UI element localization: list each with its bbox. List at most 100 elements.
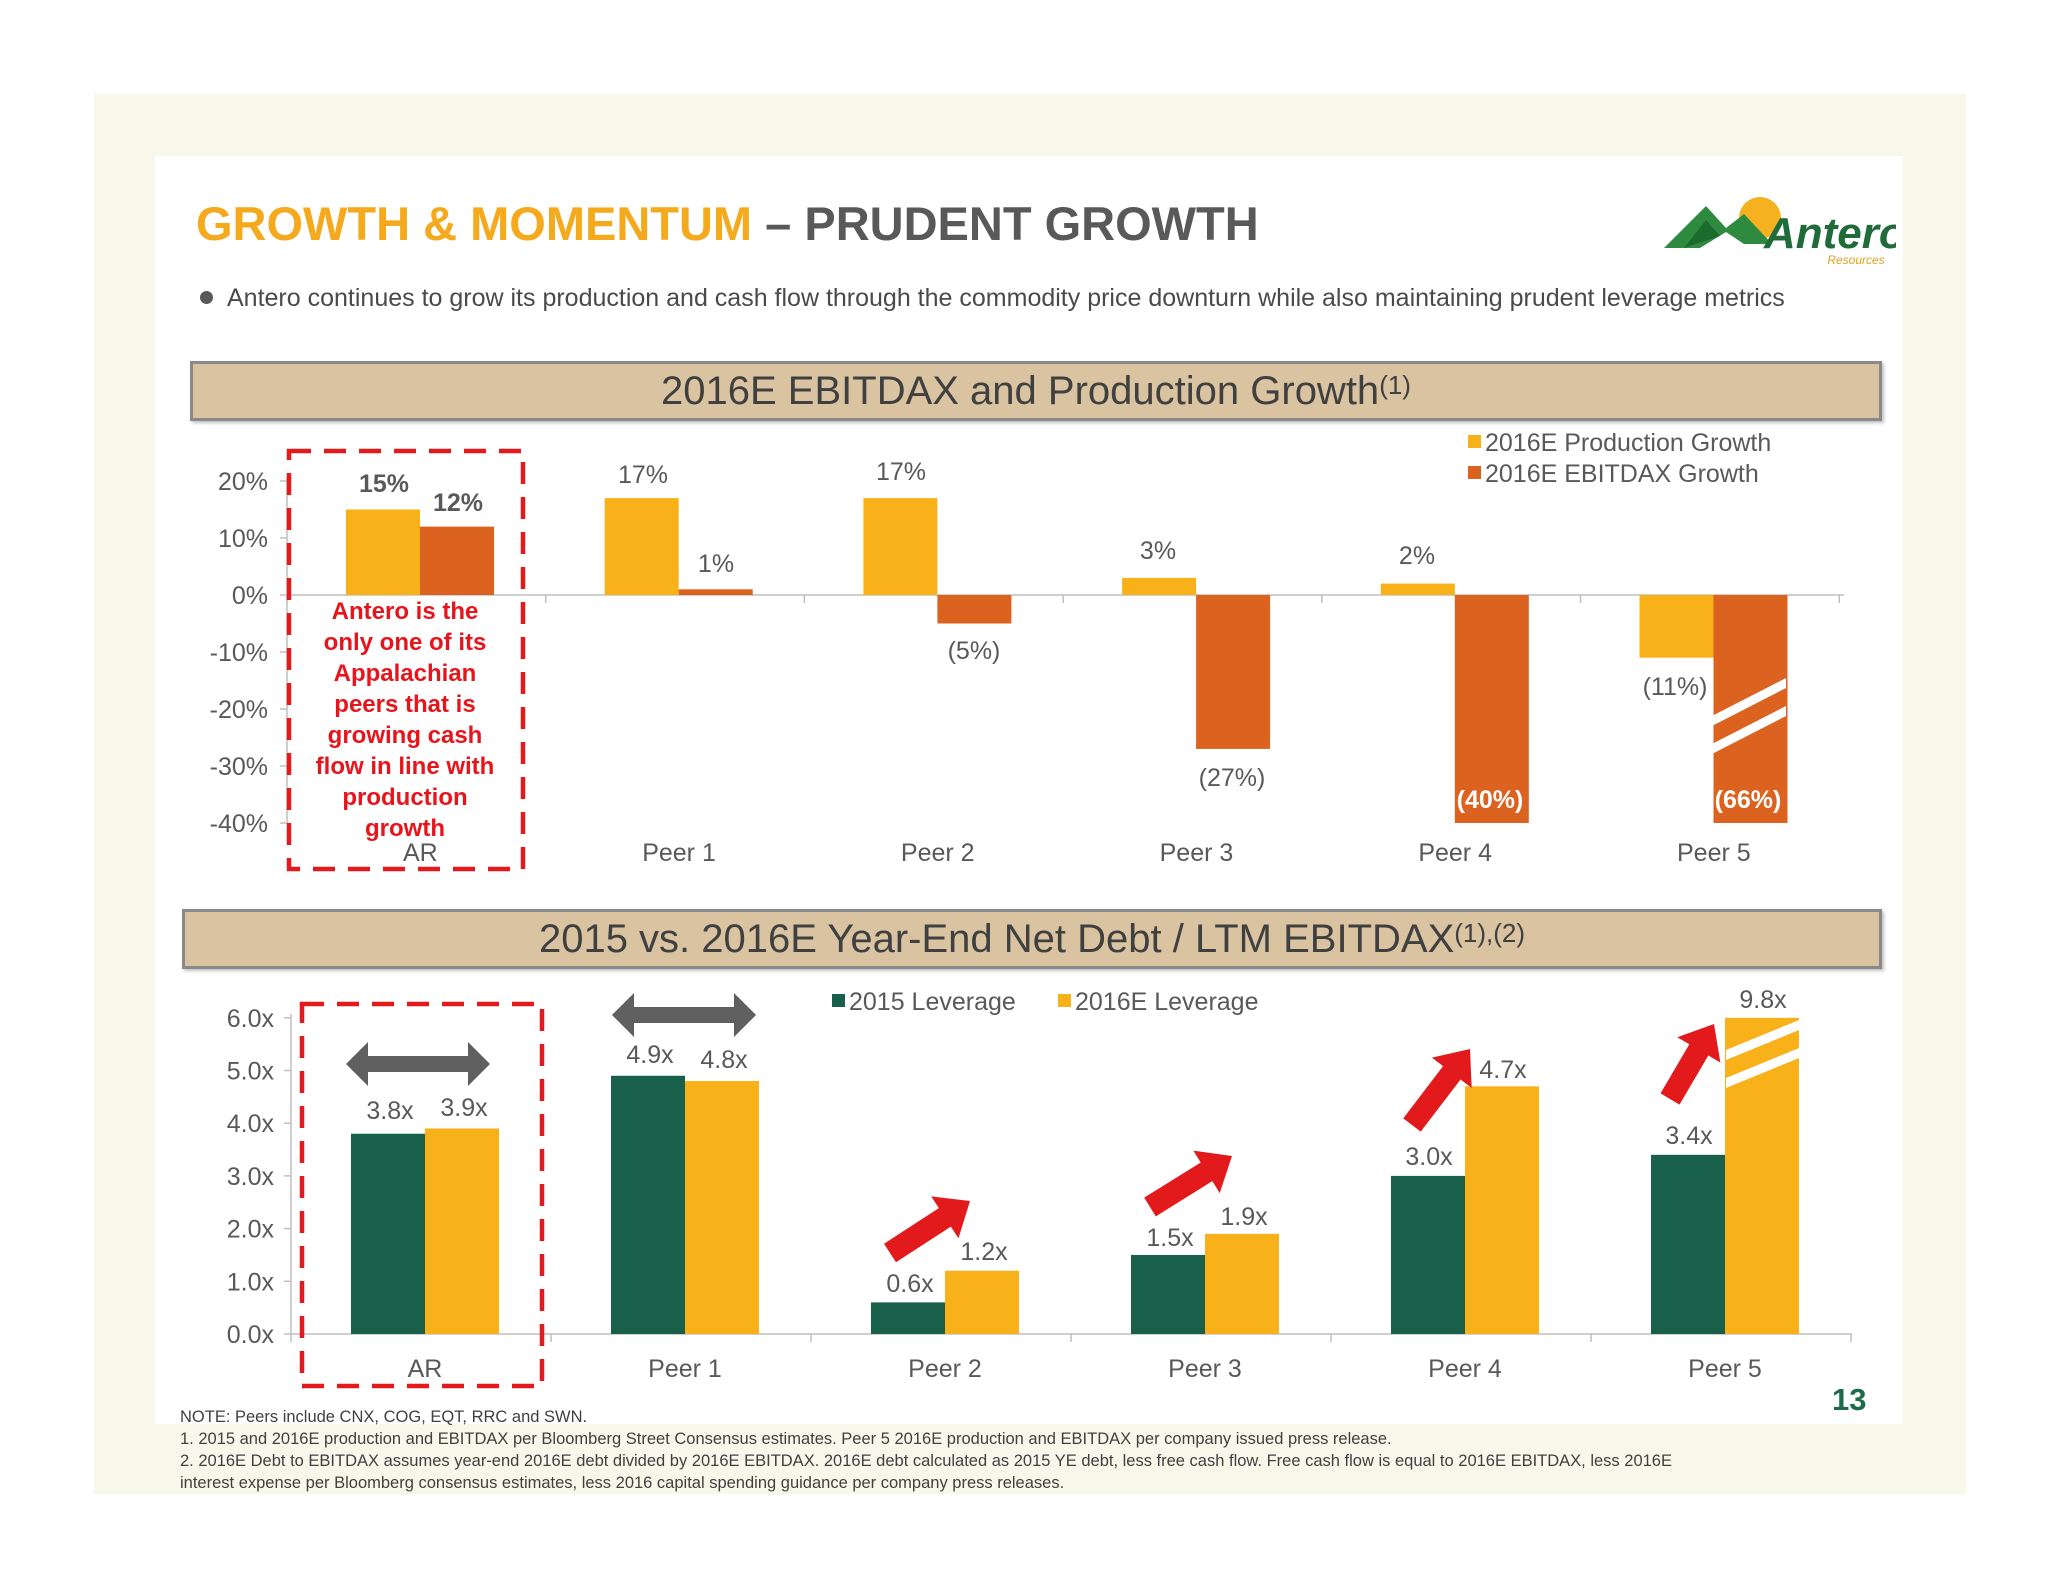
chart1-category-label: Peer 1 bbox=[642, 839, 716, 867]
rising-arrow-icon bbox=[884, 1196, 970, 1263]
chart2-legend-swatch-2015 bbox=[832, 994, 845, 1007]
chart2-category-label: Peer 5 bbox=[1688, 1355, 1762, 1383]
chart1-highlight-box bbox=[286, 448, 526, 872]
chart1-category-label: Peer 4 bbox=[1418, 839, 1492, 867]
chart1-bar-production bbox=[1380, 583, 1455, 595]
antero-logo: Antero Resources bbox=[1660, 184, 1906, 270]
chart2-data-label-2015: 4.9x bbox=[626, 1041, 674, 1069]
chart1-category-label: Peer 2 bbox=[901, 839, 975, 867]
flat-arrow-icon bbox=[346, 1042, 490, 1086]
chart2-category-label: Peer 3 bbox=[1168, 1355, 1242, 1383]
header1-text: 2016E EBITDAX and Production Growth bbox=[661, 369, 1380, 413]
chart2-bar-2016e bbox=[1205, 1233, 1279, 1334]
chart2-y-tick-label: 3.0x bbox=[227, 1163, 275, 1191]
chart2-data-label-2015: 3.4x bbox=[1665, 1122, 1713, 1150]
chart2-y-tick-label: 4.0x bbox=[227, 1110, 275, 1138]
chart2-data-label-2016e: 1.2x bbox=[960, 1238, 1008, 1266]
chart1-data-label-production: (11%) bbox=[1643, 673, 1708, 701]
chart1-break-mark bbox=[1708, 678, 1786, 728]
chart1-y-tick-label: 0% bbox=[232, 582, 268, 610]
rising-arrow-icon bbox=[1660, 1024, 1721, 1105]
chart2-y-tick-label: 2.0x bbox=[227, 1216, 275, 1244]
header1-sup: (1) bbox=[1379, 370, 1411, 400]
rising-arrow-icon bbox=[1403, 1049, 1472, 1132]
chart1-legend-production: 2016E Production Growth bbox=[1485, 429, 1771, 457]
chart1-y-tick-label: -40% bbox=[210, 810, 268, 838]
chart1-data-label-ebitdax: (5%) bbox=[948, 637, 1001, 665]
chart1-data-label-production: 17% bbox=[876, 458, 926, 486]
chart1-category-label: Peer 3 bbox=[1160, 839, 1234, 867]
title-part1: GROWTH & MOMENTUM bbox=[196, 197, 753, 250]
chart1-y-tick-label: 20% bbox=[218, 468, 268, 496]
chart1-bar-production bbox=[1639, 595, 1714, 658]
callout-text-line: peers that is bbox=[334, 691, 475, 718]
section-header-leverage: 2015 vs. 2016E Year-End Net Debt / LTM E… bbox=[182, 909, 1882, 969]
chart1-category-label: Peer 5 bbox=[1677, 839, 1751, 867]
chart2-category-label: Peer 2 bbox=[908, 1355, 982, 1383]
chart2-break-mark bbox=[1726, 1018, 1804, 1060]
note-2-cont: interest expense per Bloomberg consensus… bbox=[180, 1474, 1065, 1492]
chart2-data-label-2016e: 4.8x bbox=[700, 1046, 748, 1074]
header2-text: 2015 vs. 2016E Year-End Net Debt / LTM E… bbox=[538, 917, 1455, 961]
callout-text-line: production bbox=[342, 784, 467, 811]
chart1-legend-swatch-ebitdax bbox=[1468, 466, 1481, 479]
chart1-legend-swatch-production bbox=[1468, 435, 1481, 448]
chart2-data-label-2015: 0.6x bbox=[886, 1270, 934, 1298]
callout-text-line: Antero is the bbox=[332, 598, 479, 625]
callout-text-line: flow in line with bbox=[316, 753, 495, 780]
chart1-category-label: AR bbox=[403, 839, 438, 867]
chart1-bar-ebitdax bbox=[937, 595, 1012, 624]
note-1: 1. 2015 and 2016E production and EBITDAX… bbox=[180, 1430, 1392, 1448]
chart1-data-label-ebitdax: (66%) bbox=[1715, 786, 1782, 814]
note-2: 2. 2016E Debt to EBITDAX assumes year-en… bbox=[180, 1452, 1672, 1470]
chart1-bar-production bbox=[863, 498, 938, 595]
header2-sup: (1),(2) bbox=[1454, 918, 1526, 948]
flat-arrow-icon bbox=[612, 993, 756, 1037]
chart2-highlight-box bbox=[299, 1001, 545, 1389]
chart2-data-label-2015: 3.0x bbox=[1405, 1143, 1453, 1171]
chart2-legend-2016e: 2016E Leverage bbox=[1075, 988, 1258, 1016]
chart1-bar-ebitdax bbox=[1196, 595, 1271, 749]
chart2-category-label: Peer 1 bbox=[648, 1355, 722, 1383]
chart2-y-tick-label: 5.0x bbox=[227, 1058, 275, 1086]
chart2-bar-2016e bbox=[685, 1081, 759, 1334]
chart2-bar-2015 bbox=[871, 1302, 945, 1334]
chart2-y-tick-label: 0.0x bbox=[227, 1321, 275, 1349]
chart2-data-label-2015: 3.8x bbox=[366, 1097, 414, 1125]
chart2-y-tick-label: 6.0x bbox=[227, 1005, 275, 1033]
chart1-data-label-production: 3% bbox=[1140, 537, 1176, 565]
chart1-bar-production bbox=[346, 509, 420, 595]
chart2-data-label-2015: 1.5x bbox=[1146, 1224, 1194, 1252]
chart1-bar-ebitdax bbox=[678, 589, 753, 595]
chart1-data-label-ebitdax: (40%) bbox=[1457, 786, 1524, 814]
callout-text-line: growth bbox=[365, 815, 445, 842]
chart2-bar-2016e bbox=[945, 1270, 1019, 1334]
chart1-bar-production bbox=[1122, 577, 1197, 595]
page-title: GROWTH & MOMENTUM – PRUDENT GROWTH bbox=[196, 196, 1259, 251]
logo-graphic: Antero Resources bbox=[1664, 197, 1906, 267]
callout-text-line: Appalachian bbox=[334, 660, 477, 687]
chart2-bar-2015 bbox=[1391, 1175, 1465, 1334]
chart1-y-tick-label: -10% bbox=[210, 639, 268, 667]
page-number: 13 bbox=[1832, 1382, 1867, 1417]
chart1-data-label-production: 17% bbox=[618, 461, 668, 489]
chart2-legend-2015: 2015 Leverage bbox=[849, 988, 1016, 1016]
bullet-text: Antero continues to grow its production … bbox=[227, 284, 1785, 312]
chart2-data-label-2016e: 4.7x bbox=[1479, 1056, 1527, 1084]
chart2-legend-swatch-2016e bbox=[1058, 994, 1071, 1007]
chart1-break-mark bbox=[1708, 706, 1786, 756]
chart2-category-label: AR bbox=[408, 1355, 443, 1383]
chart1-data-label-production: 15% bbox=[359, 470, 409, 498]
bullet-point: Antero continues to grow its production … bbox=[200, 284, 1785, 313]
logo-sub: Resources bbox=[1827, 253, 1884, 267]
chart2-data-label-2016e: 3.9x bbox=[440, 1094, 488, 1122]
section-header-growth: 2016E EBITDAX and Production Growth(1) bbox=[190, 361, 1882, 421]
chart2-y-tick-label: 1.0x bbox=[227, 1268, 275, 1296]
chart2-bar-2016e bbox=[1465, 1086, 1539, 1334]
chart1-data-label-ebitdax: (27%) bbox=[1199, 764, 1266, 792]
chart1-bar-ebitdax bbox=[1454, 595, 1529, 823]
rising-arrow-icon bbox=[1144, 1150, 1232, 1217]
chart1-data-label-production: 2% bbox=[1399, 542, 1435, 570]
chart2-bar-2015 bbox=[611, 1075, 685, 1334]
